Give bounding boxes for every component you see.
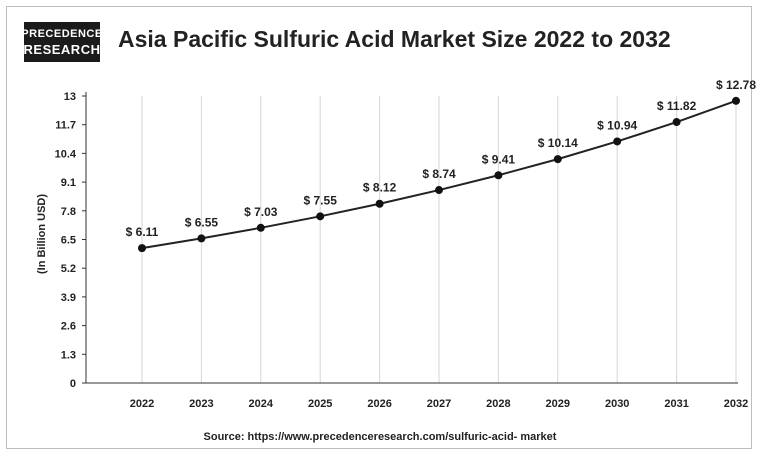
y-tick-label: 1.3 xyxy=(61,349,76,361)
x-tick-label: 2028 xyxy=(486,398,510,410)
x-tick-label: 2022 xyxy=(130,398,154,410)
chart-frame xyxy=(6,6,752,449)
data-label: $ 7.03 xyxy=(244,205,278,219)
data-label: $ 11.82 xyxy=(657,99,697,113)
y-tick-label: 5.2 xyxy=(61,263,76,275)
logo-line-2: RESEARCH xyxy=(23,41,101,57)
y-tick-label: 9.1 xyxy=(61,177,76,189)
data-label: $ 10.14 xyxy=(538,136,578,150)
data-label: $ 6.11 xyxy=(126,225,159,239)
y-tick-label: 13 xyxy=(64,91,76,103)
data-label: $ 8.12 xyxy=(363,181,397,195)
data-label: $ 6.55 xyxy=(185,215,219,229)
data-point xyxy=(494,171,503,180)
y-tick-label: 0 xyxy=(70,378,76,390)
x-tick-label: 2030 xyxy=(605,398,629,410)
y-tick-label: 6.5 xyxy=(61,235,76,247)
data-label: $ 12.78 xyxy=(716,78,756,92)
y-tick-label: 3.9 xyxy=(61,292,76,304)
x-tick-label: 2031 xyxy=(664,398,688,410)
data-point xyxy=(316,212,325,221)
data-point xyxy=(553,155,562,164)
x-tick-label: 2026 xyxy=(367,398,391,410)
y-tick-label: 2.6 xyxy=(61,321,76,333)
data-point xyxy=(732,96,740,105)
data-point xyxy=(375,199,384,208)
data-point xyxy=(197,234,206,243)
y-tick-label: 10.4 xyxy=(55,148,77,160)
company-logo: PRECEDENCE RESEARCH xyxy=(21,22,103,62)
data-point xyxy=(138,244,146,253)
x-tick-label: 2023 xyxy=(189,398,213,410)
data-point xyxy=(613,137,622,146)
x-tick-label: 2029 xyxy=(546,398,570,410)
x-tick-label: 2025 xyxy=(308,398,332,410)
x-tick-label: 2032 xyxy=(724,398,748,410)
data-label: $ 8.74 xyxy=(422,167,456,181)
logo-line-1: PRECEDENCE xyxy=(21,27,103,40)
x-tick-label: 2027 xyxy=(427,398,451,410)
chart-title: Asia Pacific Sulfuric Acid Market Size 2… xyxy=(118,26,671,52)
data-label: $ 7.55 xyxy=(304,193,338,207)
y-tick-label: 11.7 xyxy=(55,120,76,132)
data-point xyxy=(256,223,265,232)
data-label: $ 10.94 xyxy=(597,118,637,132)
data-label: $ 9.41 xyxy=(482,152,516,166)
x-tick-label: 2024 xyxy=(249,398,274,410)
y-tick-label: 7.8 xyxy=(61,206,76,218)
data-point xyxy=(435,186,443,195)
source-note: Source: https://www.precedenceresearch.c… xyxy=(203,431,557,443)
data-point xyxy=(672,118,681,127)
